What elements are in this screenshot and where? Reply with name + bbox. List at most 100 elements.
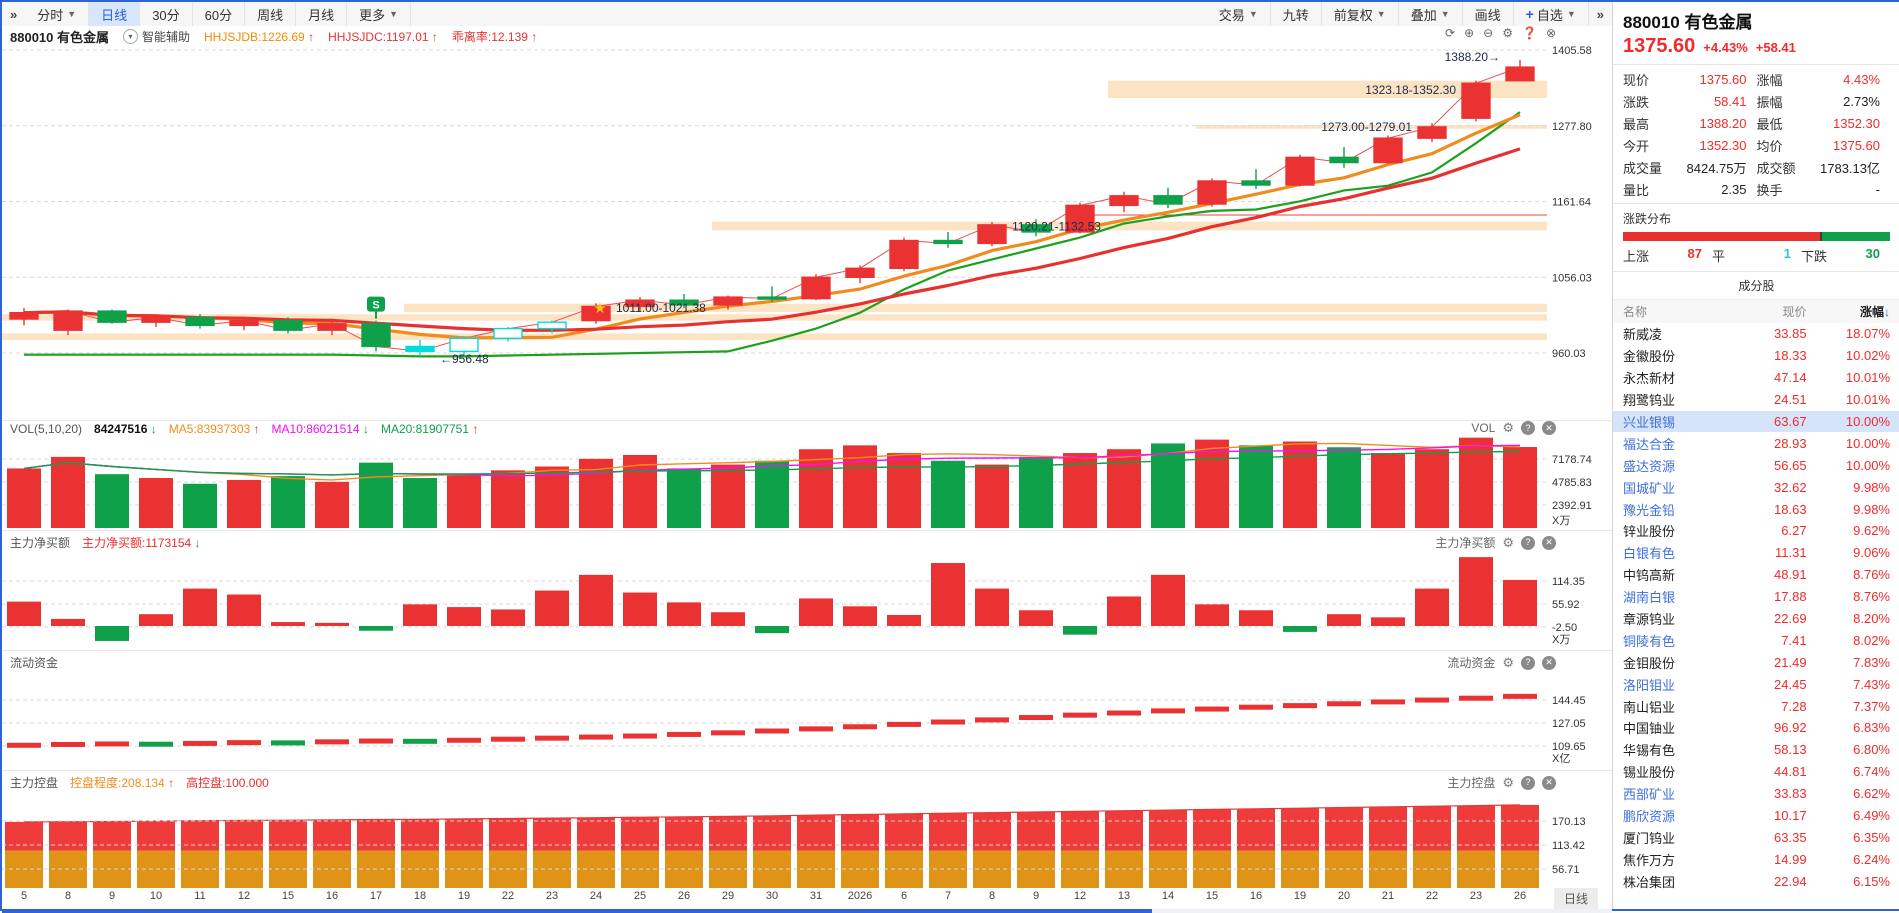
col-name[interactable]: 名称: [1623, 305, 1648, 319]
tab-60分[interactable]: 60分: [192, 2, 246, 26]
stock-row-南山铝业[interactable]: 南山铝业 7.28 7.37%: [1623, 698, 1890, 715]
last-price: 1375.60: [1623, 35, 1696, 57]
stock-row-华锡有色[interactable]: 华锡有色 58.13 6.80%: [1623, 742, 1890, 759]
volume-chart[interactable]: 7178.74 4785.83 2392.91 X万: [2, 436, 1612, 530]
up-count: 87: [1687, 246, 1702, 261]
period-indicator[interactable]: 日线: [1553, 888, 1598, 909]
down-count: 30: [1865, 246, 1880, 261]
date-axis: 日线 5 8 9 10 11 12 15 16 17 18 19 22 23 24 25 26 29 30 31 20…: [2, 888, 1612, 909]
zoom-out-icon[interactable]: ⊖: [1483, 26, 1494, 40]
help-icon[interactable]: ?: [1521, 655, 1535, 670]
gear-icon[interactable]: ⚙: [1502, 654, 1514, 670]
stock-row-金钼股份[interactable]: 金钼股份 21.49 7.83%: [1623, 654, 1890, 671]
quote-price-row: 1375.60 +4.43% +58.41: [1613, 33, 1899, 65]
stock-row-西部矿业[interactable]: 西部矿业 33.83 6.62%: [1623, 786, 1890, 803]
help-icon[interactable]: ❓: [1521, 26, 1537, 40]
stat-label: 现价: [1623, 72, 1650, 88]
control-chart[interactable]: 170.13 113.42 56.71: [2, 794, 1612, 888]
svg-text:113.42: 113.42: [1552, 840, 1585, 852]
stock-row-豫光金铅[interactable]: 豫光金铅 18.63 9.98%: [1623, 501, 1890, 518]
stat-row: 最高 1388.20 最低 1352.30: [1623, 112, 1890, 134]
caret-down-icon: ▼: [1566, 9, 1576, 19]
settings-icon[interactable]: ⚙: [1502, 26, 1513, 40]
period-tabs: » 分时 ▼ 日线 30分 60分 周线 月线 更多 ▼: [2, 2, 412, 26]
col-change-sorted[interactable]: 涨幅↓: [1859, 305, 1890, 319]
chart-side: » 分时 ▼ 日线 30分 60分 周线 月线 更多 ▼ 交易 ▼ 九转 前复权 ▼ 叠加 ▼ 画线 + 自选 ▼»…: [2, 2, 1620, 913]
stock-row-兴业银锡[interactable]: 兴业银锡 63.67 10.00%: [1613, 410, 1899, 433]
stock-row-湖南白银[interactable]: 湖南白银 17.88 8.76%: [1623, 589, 1890, 606]
button-交易[interactable]: 交易 ▼: [1206, 2, 1271, 26]
stock-row-锡业股份[interactable]: 锡业股份 44.81 6.74%: [1623, 764, 1890, 781]
stock-row-福达合金[interactable]: 福达合金 28.93 10.00%: [1623, 435, 1890, 452]
collapse-left-icon[interactable]: »: [10, 6, 18, 22]
stock-row-焦作万方[interactable]: 焦作万方 14.99 6.24%: [1623, 851, 1890, 868]
button-叠加[interactable]: 叠加 ▼: [1398, 2, 1463, 26]
candlestick-chart[interactable]: 1405.58 1277.80 1161.64 1056.03 960.03 S ★ 1388…: [2, 46, 1612, 420]
stock-row-国城矿业[interactable]: 国城矿业 32.62 9.98%: [1623, 479, 1890, 496]
stock-row-鹏欣资源[interactable]: 鹏欣资源 10.17 6.49%: [1623, 808, 1890, 825]
stock-row-白银有色[interactable]: 白银有色 11.31 9.06%: [1623, 545, 1890, 562]
stock-row-株冶集团[interactable]: 株冶集团 22.94 6.15%: [1623, 873, 1890, 890]
stat-label: 最高: [1623, 116, 1650, 132]
gear-icon[interactable]: ⚙: [1502, 420, 1514, 435]
tab-30分[interactable]: 30分: [140, 2, 193, 26]
close-icon[interactable]: ✕: [1542, 421, 1556, 435]
stock-row-永杰新材[interactable]: 永杰新材 47.14 10.01%: [1623, 370, 1890, 387]
help-icon[interactable]: ?: [1521, 535, 1535, 550]
collapse-right-icon[interactable]: »: [1596, 6, 1604, 22]
button-自选[interactable]: + 自选 ▼: [1513, 2, 1589, 26]
help-icon[interactable]: ?: [1521, 775, 1535, 790]
stock-row-中钨高新[interactable]: 中钨高新 48.91 8.76%: [1623, 567, 1890, 584]
gear-icon[interactable]: ⚙: [1502, 774, 1514, 790]
svg-text:1323.18-1352.30: 1323.18-1352.30: [1365, 83, 1456, 97]
stock-row-洛阳钼业[interactable]: 洛阳钼业 24.45 7.43%: [1623, 676, 1890, 693]
close-icon[interactable]: ✕: [1542, 535, 1556, 550]
netbuy-header: 主力净买额 主力净买额:1173154 ↓: [2, 530, 1612, 554]
zoom-in-icon[interactable]: ⊕: [1464, 26, 1475, 40]
up-label: 上涨: [1623, 249, 1650, 264]
tab-更多[interactable]: 更多 ▼: [347, 2, 412, 26]
stock-row-新威凌[interactable]: 新威凌 33.85 18.07%: [1623, 326, 1890, 343]
stock-row-厦门钨业[interactable]: 厦门钨业 63.35 6.35%: [1623, 829, 1890, 846]
tab-月线[interactable]: 月线: [296, 2, 348, 26]
date-label: 24: [589, 890, 603, 902]
stat-value: 2.35: [1721, 181, 1747, 197]
caret-down-icon: ▼: [1376, 9, 1386, 19]
quote-panel: 880010 有色金属 1375.60 +4.43% +58.41 现价 1375…: [1612, 2, 1899, 909]
date-label: 22: [501, 890, 515, 902]
stock-row-翔鹭钨业[interactable]: 翔鹭钨业 24.51 10.01%: [1623, 392, 1890, 409]
down-segment: [1822, 232, 1890, 241]
stock-row-锌业股份[interactable]: 锌业股份 6.27 9.62%: [1623, 523, 1890, 540]
help-icon[interactable]: ?: [1521, 421, 1535, 435]
refresh-icon[interactable]: ⟳: [1445, 26, 1456, 40]
svg-text:2392.91: 2392.91: [1552, 500, 1592, 512]
stock-row-章源钨业[interactable]: 章源钨业 22.69 8.20%: [1623, 611, 1890, 628]
scrollbar-thumb[interactable]: [2, 909, 1152, 913]
button-前复权[interactable]: 前复权 ▼: [1321, 2, 1399, 26]
col-price[interactable]: 现价: [1782, 305, 1807, 319]
stock-row-金徽股份[interactable]: 金徽股份 18.33 10.02%: [1623, 348, 1890, 365]
tab-分时[interactable]: 分时 ▼: [25, 2, 90, 26]
button-画线[interactable]: 画线: [1462, 2, 1514, 26]
date-label: 23: [545, 890, 559, 902]
close-icon[interactable]: ✕: [1542, 655, 1556, 670]
date-label: 7: [944, 890, 952, 902]
close-icon[interactable]: ✕: [1542, 775, 1556, 790]
stock-row-中国铀业[interactable]: 中国铀业 96.92 6.83%: [1623, 720, 1890, 737]
close-icon[interactable]: ⊗: [1545, 26, 1556, 40]
caret-down-icon: ▼: [67, 9, 77, 19]
stock-row-铜陵有色[interactable]: 铜陵有色 7.41 8.02%: [1623, 632, 1890, 649]
gear-icon[interactable]: ⚙: [1502, 534, 1514, 550]
button-九转[interactable]: 九转: [1270, 2, 1322, 26]
stat-value: 58.41: [1713, 93, 1747, 109]
horizontal-scrollbar[interactable]: [2, 909, 1612, 913]
date-label: 14: [1161, 890, 1175, 902]
tab-周线[interactable]: 周线: [245, 2, 297, 26]
stock-row-盛达资源[interactable]: 盛达资源 56.65 10.00%: [1623, 457, 1890, 474]
netbuy-panel-label: 主力净买额: [1435, 536, 1496, 550]
smart-assist-toggle[interactable]: ▾ 智能辅助: [123, 28, 190, 45]
tab-日线[interactable]: 日线: [89, 2, 141, 26]
